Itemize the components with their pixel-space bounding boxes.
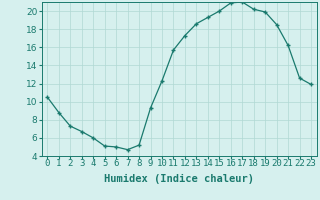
X-axis label: Humidex (Indice chaleur): Humidex (Indice chaleur) bbox=[104, 174, 254, 184]
